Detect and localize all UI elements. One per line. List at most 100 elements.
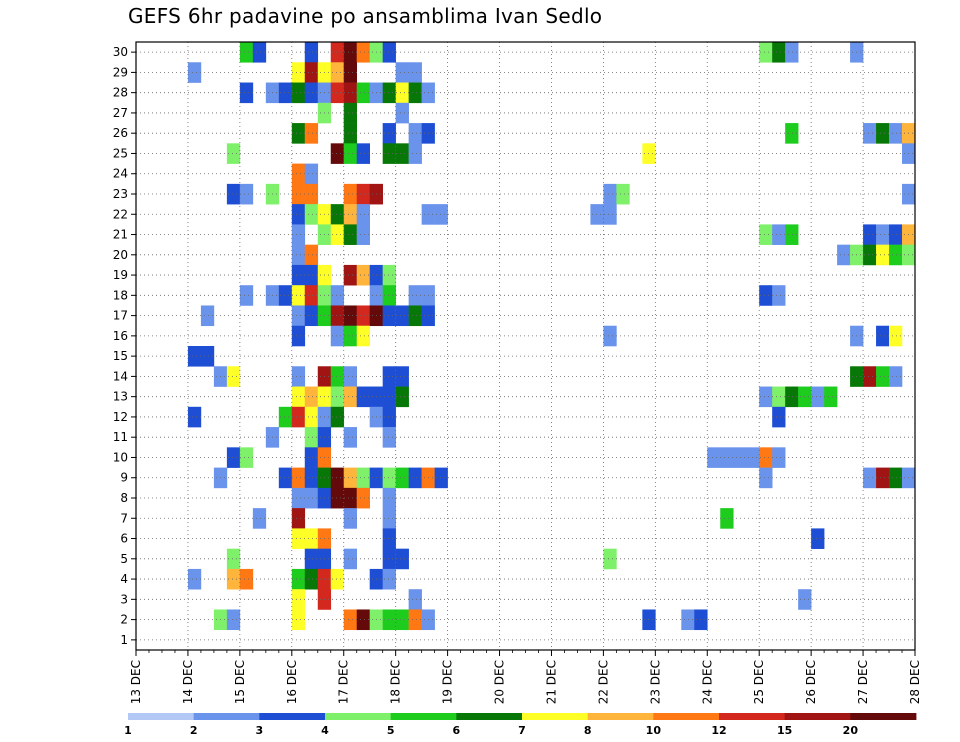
heatmap-cell [330, 386, 345, 408]
heatmap-cell [395, 609, 409, 631]
heatmap-cell [382, 82, 396, 104]
heatmap-cell [824, 386, 838, 408]
heatmap-cell [382, 305, 396, 327]
colorbar-label: 12 [711, 724, 726, 737]
y-tick-label: 14 [113, 369, 128, 383]
heatmap-cell [291, 325, 306, 347]
x-tick-label: 25 DEC [752, 660, 766, 704]
heatmap-cell [304, 264, 319, 286]
y-tick-label: 27 [113, 106, 128, 120]
y-tick-label: 3 [120, 592, 128, 606]
heatmap-cell [291, 487, 306, 509]
colorbar-segment [653, 713, 720, 720]
heatmap-cell [343, 62, 358, 83]
y-tick-label: 20 [113, 248, 128, 262]
heatmap-cell [343, 609, 358, 631]
heatmap-cell [291, 123, 306, 144]
heatmap-cell [863, 467, 877, 489]
x-tick-label: 22 DEC [596, 660, 610, 704]
heatmap-cell [382, 568, 396, 590]
colorbar-segment [719, 713, 786, 720]
y-tick-label: 10 [113, 450, 128, 464]
y-tick-label: 19 [113, 268, 128, 282]
colorbar-segment [456, 713, 523, 720]
heatmap-cell [291, 508, 306, 529]
heatmap-cell [304, 82, 319, 104]
heatmap-cell [330, 305, 345, 327]
grid-lines [136, 42, 915, 650]
heatmap-cell [343, 366, 358, 387]
x-tick-label: 14 DEC [181, 660, 195, 704]
heatmap-cell [252, 42, 267, 63]
heatmap-cell [603, 183, 617, 205]
heatmap-cell [356, 224, 370, 245]
heatmap-cell [252, 508, 267, 529]
heatmap-cell [343, 123, 358, 144]
heatmap-cell [291, 224, 306, 245]
heatmap-cell [356, 386, 370, 408]
heatmap-cell [304, 204, 319, 225]
colorbar-label: 3 [256, 724, 264, 737]
heatmap-cell [291, 264, 306, 286]
y-tick-label: 6 [120, 532, 128, 546]
colorbar-segment [193, 713, 260, 720]
heatmap-cell [382, 285, 396, 306]
heatmap-cell [356, 467, 370, 489]
heatmap-cell [239, 183, 254, 205]
heatmap-cell [291, 406, 306, 428]
heatmap-cell [291, 366, 306, 387]
heatmap-cell [408, 143, 422, 164]
heatmap-cell [408, 589, 422, 610]
colorbar-label: 8 [584, 724, 592, 737]
heatmap-cell [889, 123, 903, 144]
heatmap-cell [785, 224, 799, 245]
heatmap-cell [330, 82, 345, 104]
heatmap-cell [876, 467, 890, 489]
heatmap-cell [239, 447, 254, 468]
heatmap-cell [343, 204, 358, 225]
heatmap-cell [720, 447, 734, 468]
heatmap-cell [304, 305, 319, 327]
heatmap-cell [291, 568, 306, 590]
y-tick-label: 23 [113, 187, 128, 201]
heatmap-cell [356, 487, 370, 509]
heatmap-cell [408, 609, 422, 631]
heatmap-cell [239, 42, 254, 63]
heatmap-cell [811, 386, 825, 408]
y-tick-label: 1 [120, 633, 128, 647]
heatmap-cell [343, 325, 358, 347]
heatmap-cell [304, 548, 319, 570]
heatmap-cell [889, 467, 903, 489]
heatmap-cell [291, 609, 306, 631]
heatmap-cell [330, 325, 345, 347]
heatmap-cell [785, 386, 799, 408]
heatmap-cell [382, 548, 396, 570]
heatmap-cell [187, 406, 202, 428]
heatmap-cell [759, 224, 773, 245]
heatmap-cell [759, 285, 773, 306]
x-tick-label: 28 DEC [908, 660, 922, 704]
heatmap-cell [356, 42, 370, 63]
heatmap-cell [291, 305, 306, 327]
heatmap-cell [395, 467, 409, 489]
heatmap-cell [408, 305, 422, 327]
heatmap-cell [382, 386, 396, 408]
heatmap-cell [876, 224, 890, 245]
heatmap-cell [291, 386, 306, 408]
heatmap-cell [382, 42, 396, 63]
heatmap-cell [278, 467, 293, 489]
heatmap-cell [811, 528, 825, 549]
heatmap-cell [187, 568, 202, 590]
heatmap-cell [382, 427, 396, 448]
heatmap-cell [187, 62, 202, 83]
heatmap-cell [330, 285, 345, 306]
colorbar-segment [259, 713, 326, 720]
heatmap-cell [863, 366, 877, 387]
heatmap-cell [603, 204, 617, 225]
heatmap-cell [889, 366, 903, 387]
heatmap-cell [772, 386, 786, 408]
heatmap-cell [330, 62, 345, 83]
heatmap-cell [239, 568, 254, 590]
heatmap-cell [382, 123, 396, 144]
